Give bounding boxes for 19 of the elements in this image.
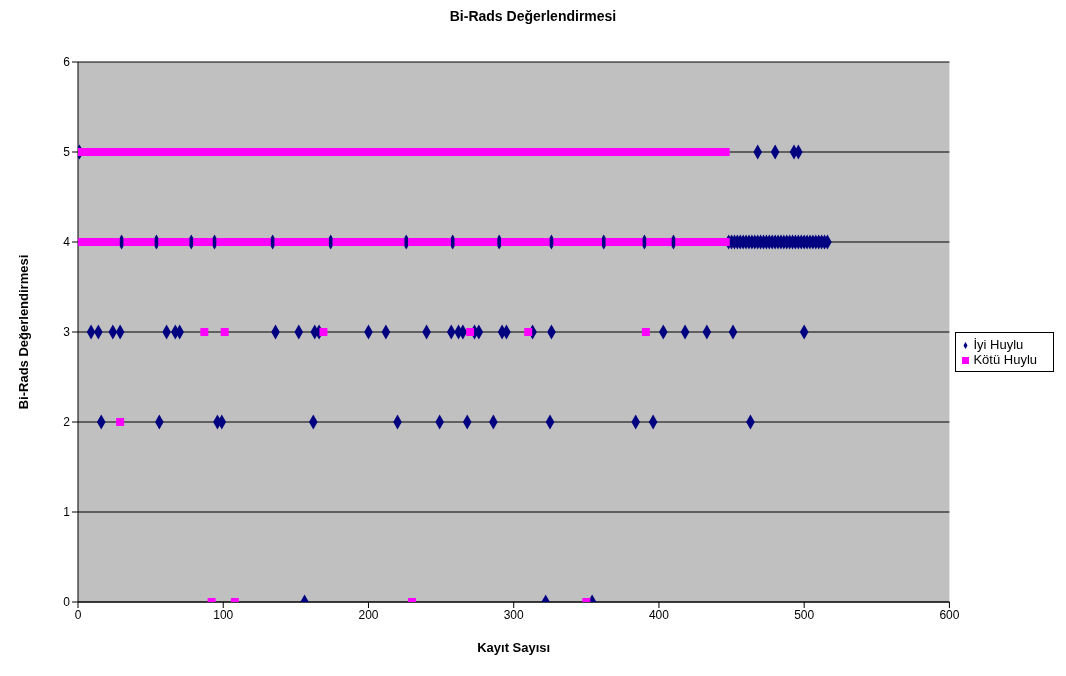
y-tick-label: 1 [63, 505, 71, 520]
x-tick-label: 0 [74, 607, 82, 622]
legend-label: Kötü Huylu [973, 352, 1037, 367]
x-tick-label: 200 [358, 607, 379, 622]
legend-label: İyi Huylu [973, 337, 1024, 352]
y-tick-label: 6 [63, 55, 71, 70]
x-tick-label: 400 [648, 607, 670, 622]
x-tick-label: 500 [794, 607, 815, 622]
y-tick-label: 3 [63, 325, 71, 340]
y-tick-label: 5 [63, 145, 71, 160]
y-tick-label: 0 [63, 595, 71, 610]
x-tick-label: 100 [213, 607, 234, 622]
x-axis-title: Kayıt Sayısı [477, 640, 551, 655]
chart-title: Bi-Rads Değerlendirmesi [448, 8, 618, 26]
y-axis-title: Bi-Rads Değerlendirmesi [15, 254, 31, 410]
y-tick-label: 4 [63, 235, 71, 250]
x-tick-label: 600 [939, 607, 960, 622]
x-tick-label: 300 [503, 607, 525, 622]
y-tick-label: 2 [63, 415, 71, 430]
